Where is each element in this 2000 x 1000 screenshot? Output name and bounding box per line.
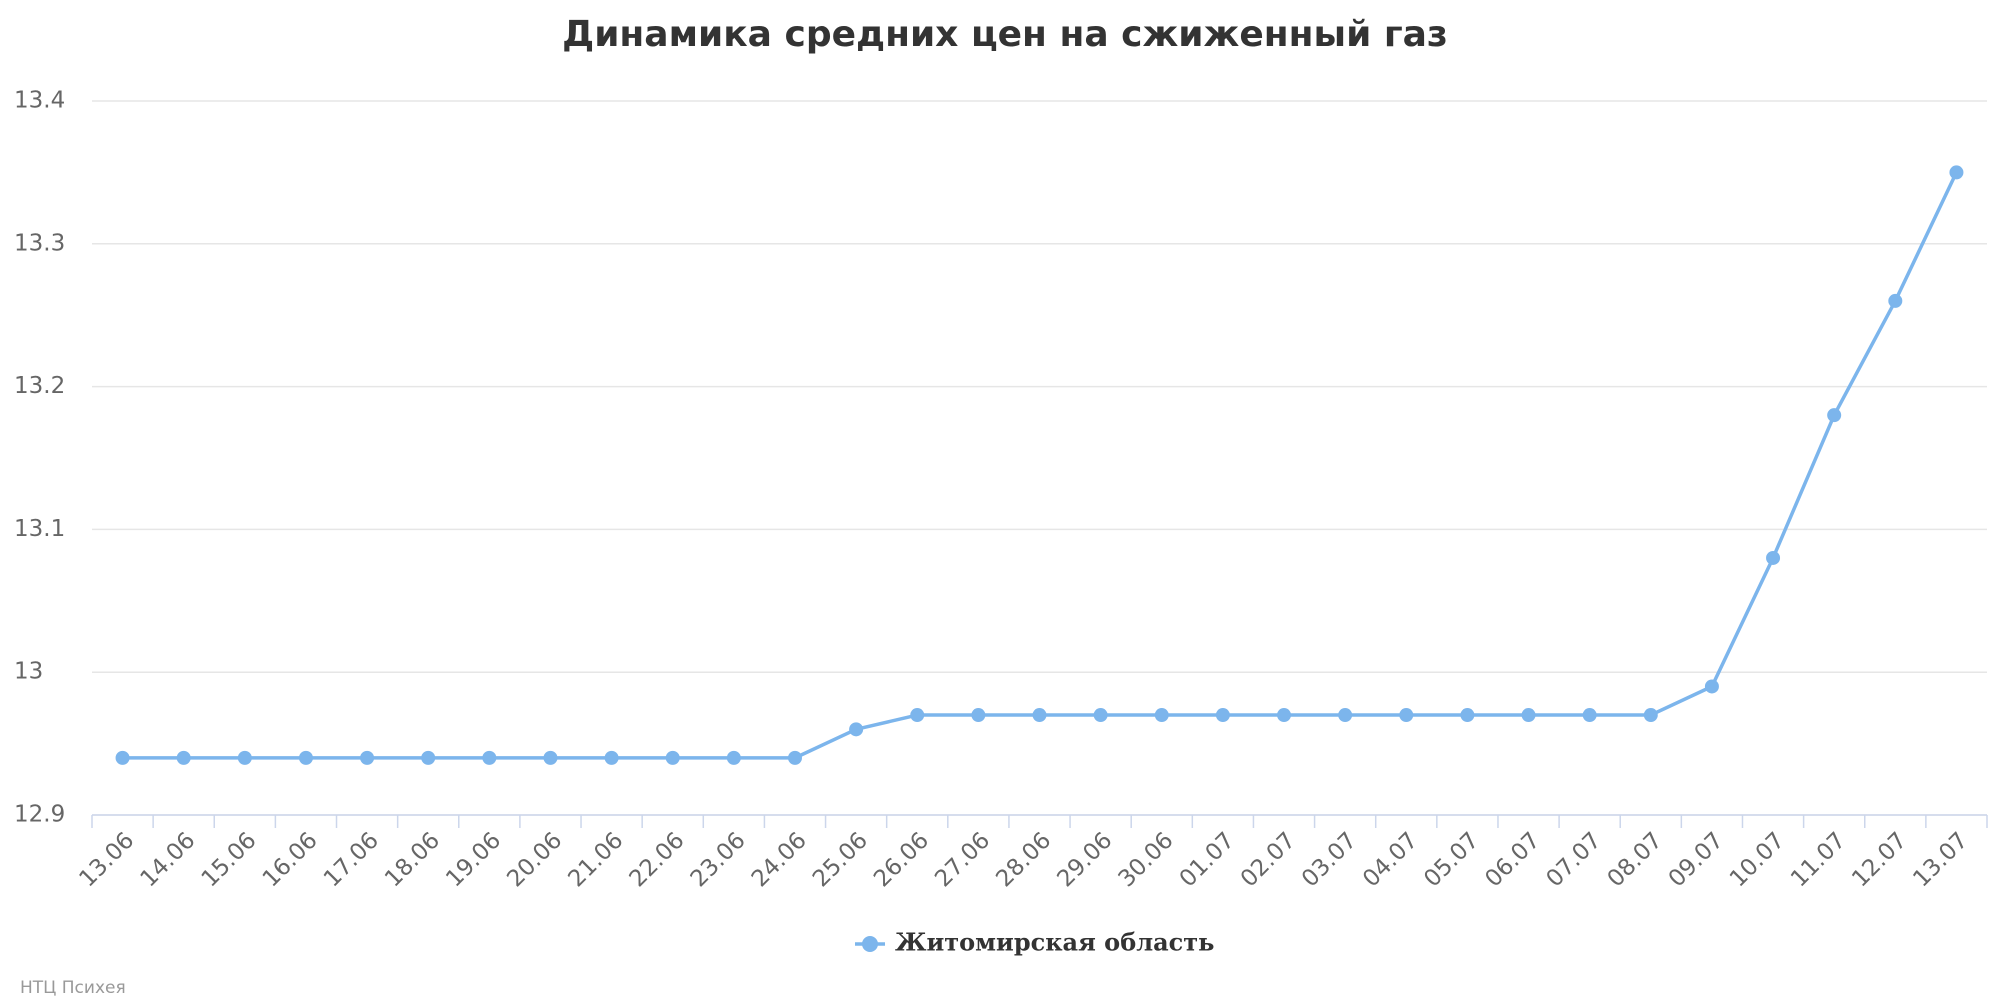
data-point	[1827, 408, 1842, 423]
data-point	[1521, 708, 1536, 723]
data-point	[298, 750, 313, 765]
data-point	[910, 708, 925, 723]
data-point	[482, 750, 497, 765]
credits: НТЦ Психея	[20, 978, 126, 998]
data-point	[1338, 708, 1353, 723]
chart-title: Динамика средних цен на сжиженный газ	[562, 14, 1448, 55]
data-point	[849, 722, 864, 737]
data-point	[1460, 708, 1475, 723]
data-point	[1215, 708, 1230, 723]
data-point	[1093, 708, 1108, 723]
data-point	[360, 750, 375, 765]
y-tick-label: 13.1	[14, 516, 65, 542]
data-point	[1643, 708, 1658, 723]
legend-marker	[862, 936, 878, 952]
data-point	[1704, 679, 1719, 694]
data-point	[787, 750, 802, 765]
data-point	[1888, 293, 1903, 308]
data-point	[971, 708, 986, 723]
data-point	[1949, 165, 1964, 180]
data-point	[176, 750, 191, 765]
y-tick-label: 13.2	[14, 373, 65, 399]
data-point	[1399, 708, 1414, 723]
data-point	[543, 750, 558, 765]
y-tick-label: 13	[14, 659, 43, 685]
data-point	[1032, 708, 1047, 723]
y-tick-label: 13.4	[14, 88, 65, 114]
data-point	[1277, 708, 1292, 723]
data-point	[1582, 708, 1597, 723]
data-point	[604, 750, 619, 765]
data-point	[1154, 708, 1169, 723]
data-point	[115, 750, 130, 765]
y-tick-label: 13.3	[14, 230, 65, 256]
data-point	[421, 750, 436, 765]
legend-label: Житомирская область	[895, 928, 1214, 957]
data-point	[665, 750, 680, 765]
data-point	[1766, 550, 1781, 565]
data-point	[726, 750, 741, 765]
data-point	[237, 750, 252, 765]
y-tick-label: 12.9	[14, 802, 65, 828]
